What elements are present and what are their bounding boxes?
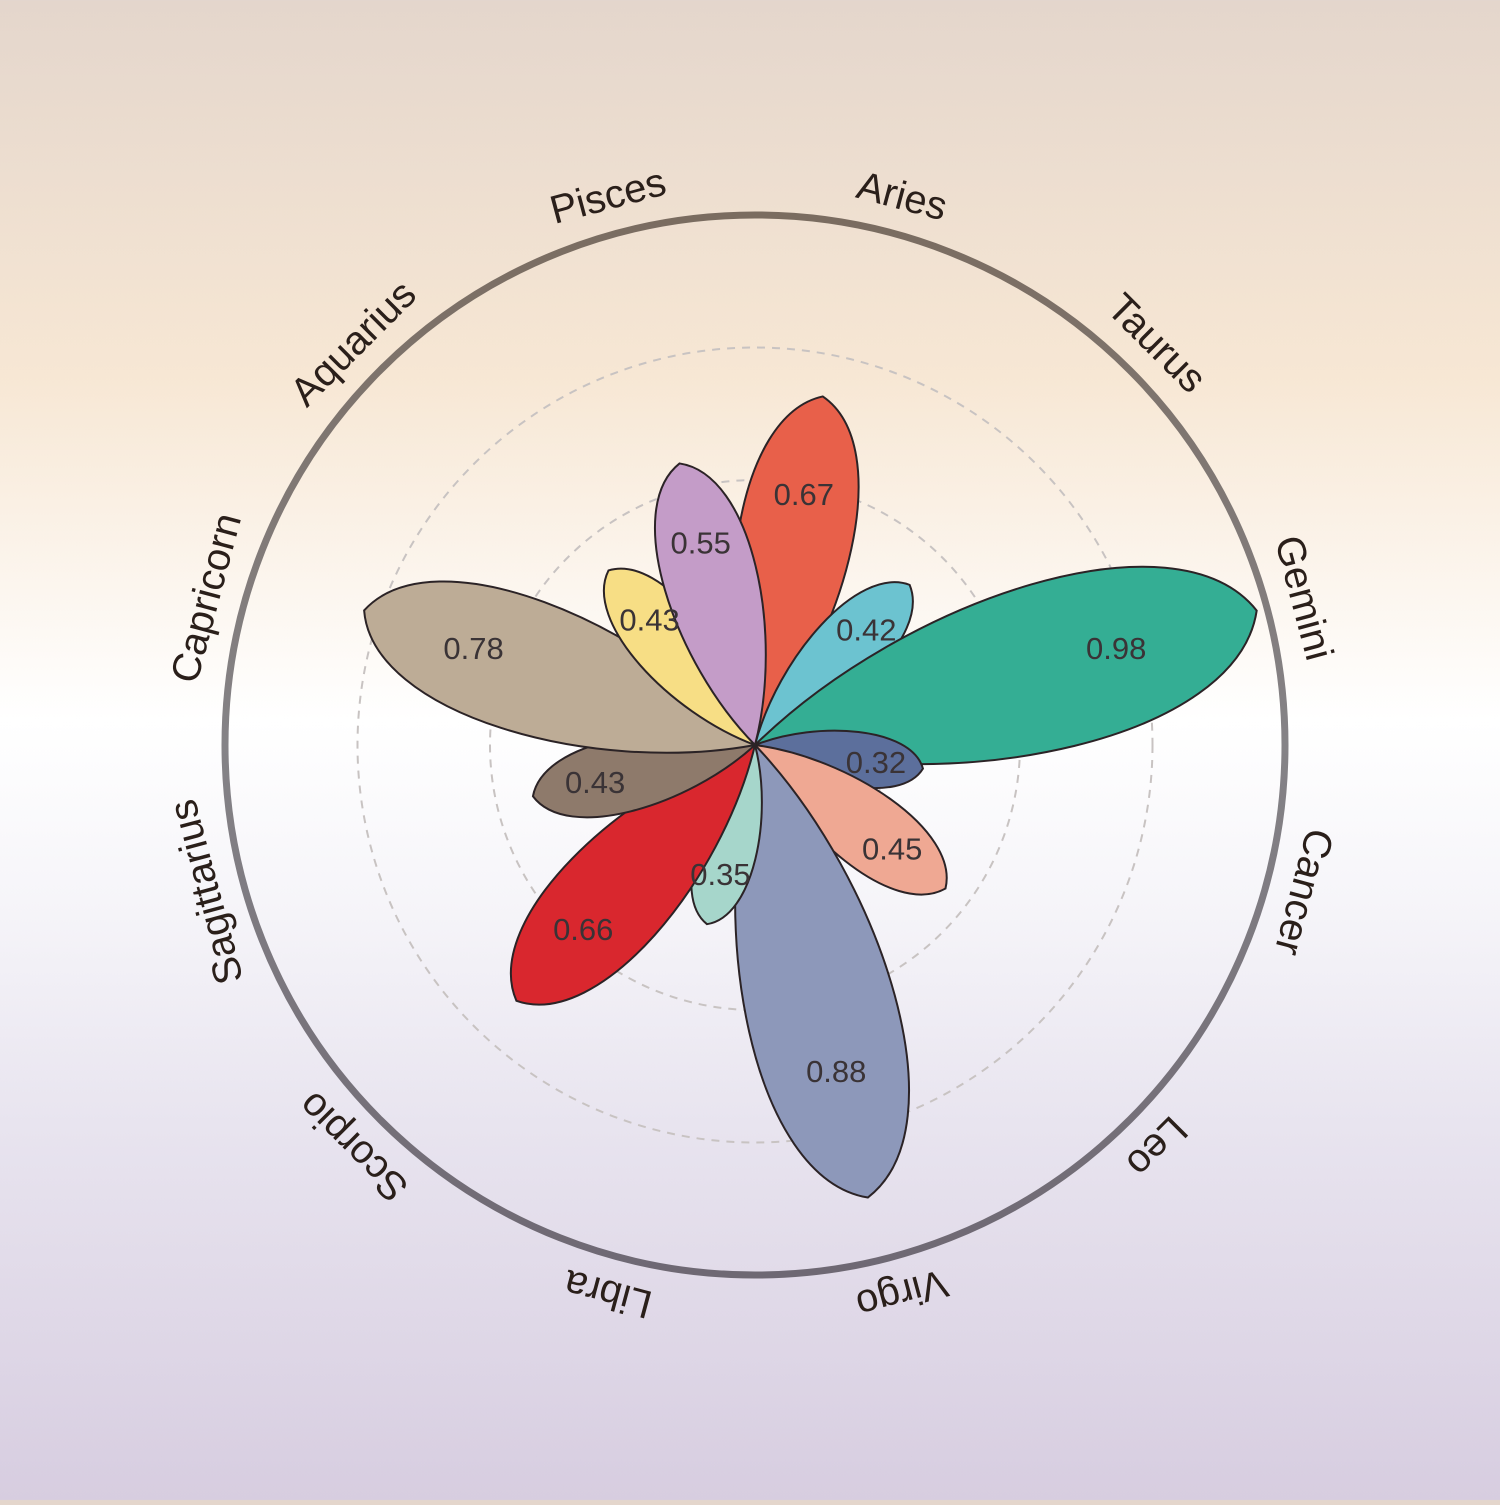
petal-12 bbox=[654, 462, 767, 747]
sign-label-aquarius: Aquarius bbox=[282, 272, 425, 415]
sign-label-scorpio: Scorpio bbox=[290, 1083, 417, 1210]
sign-label-taurus: Taurus bbox=[1099, 285, 1215, 401]
value-label-6: 0.88 bbox=[806, 1054, 866, 1089]
value-label-12: 0.55 bbox=[671, 525, 731, 560]
value-label-2: 0.42 bbox=[836, 613, 896, 648]
sign-label-virgo: Virgo bbox=[852, 1260, 953, 1326]
value-label-9: 0.43 bbox=[565, 765, 625, 800]
sign-label-sagittarius: Sagittarius bbox=[161, 795, 252, 989]
petal-layer bbox=[363, 395, 1258, 1199]
value-label-layer: 0.67 0.42 0.98 0.32 0.45 0.88 0.35 0.66 0.43 0.78… bbox=[443, 477, 1146, 1089]
petal-6 bbox=[734, 743, 910, 1199]
value-label-8: 0.66 bbox=[553, 912, 613, 947]
grid-ring-3 bbox=[356, 346, 1154, 1144]
outer-ring bbox=[221, 211, 1289, 1279]
value-label-3: 0.98 bbox=[1086, 631, 1146, 666]
value-label-10: 0.78 bbox=[443, 631, 503, 666]
value-label-1: 0.67 bbox=[774, 477, 834, 512]
petal-3 bbox=[753, 565, 1258, 766]
sign-label-libra: Libra bbox=[559, 1261, 657, 1327]
sign-label-capricorn: Capricorn bbox=[163, 509, 250, 688]
value-label-11: 0.43 bbox=[619, 602, 679, 637]
value-label-7: 0.35 bbox=[690, 857, 750, 892]
sign-label-aries: Aries bbox=[852, 163, 951, 229]
value-label-5: 0.45 bbox=[862, 831, 922, 866]
value-label-4: 0.32 bbox=[846, 745, 906, 780]
